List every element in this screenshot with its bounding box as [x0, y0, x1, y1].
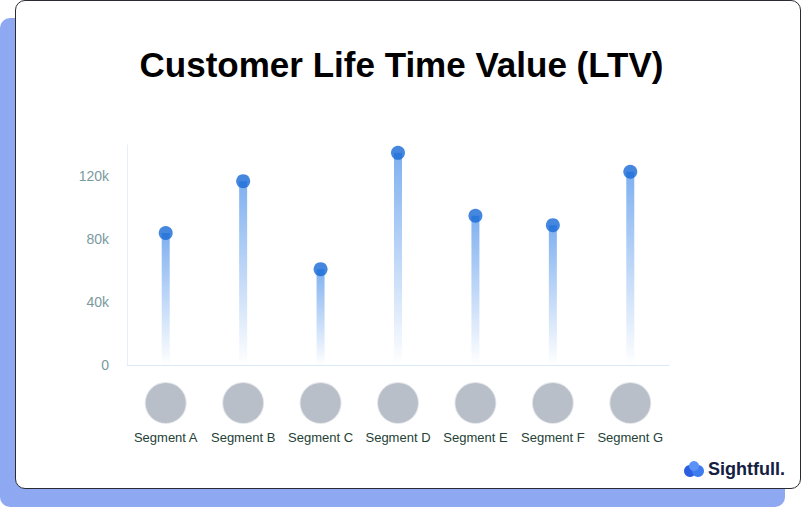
- svg-text:Segment D: Segment D: [365, 430, 430, 445]
- svg-text:Sightfull.: Sightfull.: [708, 459, 785, 479]
- svg-text:Segment B: Segment B: [211, 430, 275, 445]
- svg-text:80k: 80k: [86, 231, 110, 247]
- svg-text:Segment G: Segment G: [597, 430, 663, 445]
- svg-text:0: 0: [101, 357, 109, 373]
- svg-text:Segment A: Segment A: [134, 430, 198, 445]
- svg-text:40k: 40k: [86, 294, 110, 310]
- svg-text:Customer Life Time Value (LTV): Customer Life Time Value (LTV): [140, 45, 664, 84]
- svg-text:Segment E: Segment E: [443, 430, 508, 445]
- svg-text:Segment F: Segment F: [521, 430, 585, 445]
- svg-text:120k: 120k: [79, 168, 110, 184]
- svg-text:Segment C: Segment C: [288, 430, 353, 445]
